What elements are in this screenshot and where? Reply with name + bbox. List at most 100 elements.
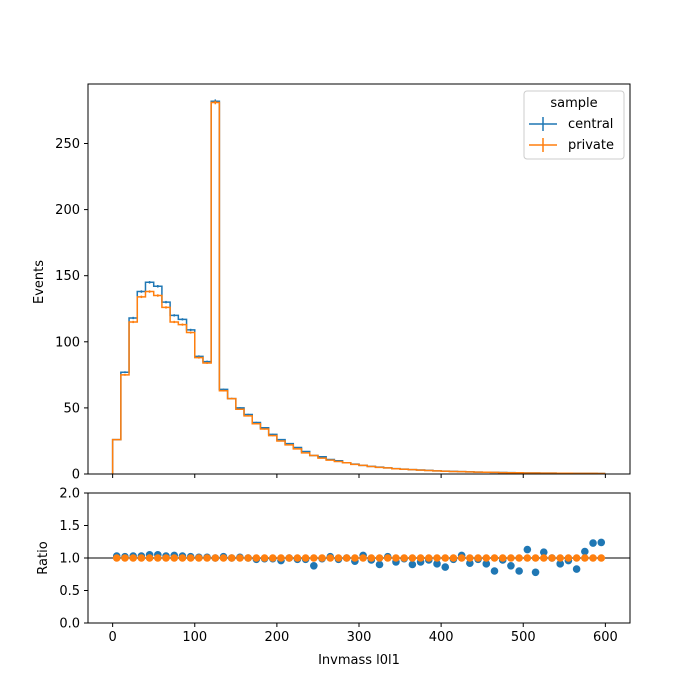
main-y-tick-label: 150 <box>55 269 80 284</box>
ratio-point-private <box>318 554 326 562</box>
ratio-point-private <box>597 554 606 562</box>
ratio-point-central <box>597 538 606 547</box>
ratio-y-tick-label: 0.0 <box>59 617 80 632</box>
ratio-point-private <box>178 554 187 562</box>
legend-title: sample <box>550 96 597 111</box>
ratio-y-axis-label: Ratio <box>36 541 51 574</box>
ratio-point-private <box>416 554 425 562</box>
legend: sample central private <box>523 90 625 160</box>
ratio-point-private <box>375 554 384 562</box>
ratio-point-private <box>466 554 474 562</box>
ratio-point-private <box>490 554 499 562</box>
ratio-point-central <box>572 565 581 573</box>
main-y-axis-label: Events <box>32 260 47 304</box>
ratio-point-private <box>260 554 269 562</box>
ratio-point-private <box>342 554 351 562</box>
ratio-point-private <box>531 554 540 562</box>
legend-entry-private: private <box>529 138 614 153</box>
ratio-point-central <box>523 545 532 554</box>
main-y-tick-label: 50 <box>63 401 80 416</box>
ratio-y-ticks: 0.0 0.5 1.0 1.5 2.0 <box>59 487 88 632</box>
x-axis-label: Invmass l0l1 <box>318 653 400 668</box>
ratio-point-private <box>326 554 335 562</box>
ratio-point-central <box>581 547 589 556</box>
ratio-panel: 0 100 200 300 400 500 600 0.0 0.5 1.0 1.5 2.0 Rati… <box>36 487 631 668</box>
ratio-point-private <box>129 554 137 562</box>
ratio-point-central <box>466 559 474 567</box>
ratio-point-private <box>556 554 564 562</box>
legend-entry-central: central <box>529 117 613 132</box>
x-tick-label: 100 <box>182 630 207 645</box>
ratio-point-private <box>523 554 532 562</box>
legend-label-central: central <box>568 117 613 132</box>
ratio-point-private <box>367 554 376 562</box>
ratio-point-private <box>515 554 523 562</box>
ratio-point-private <box>227 554 236 562</box>
ratio-point-central <box>539 548 548 556</box>
ratio-y-tick-label: 0.5 <box>59 584 80 599</box>
ratio-point-central <box>515 567 523 575</box>
x-tick-label: 600 <box>593 630 618 645</box>
ratio-point-private <box>449 554 458 562</box>
ratio-points-group <box>112 538 606 577</box>
ratio-point-central <box>531 568 540 577</box>
ratio-point-private <box>539 554 548 562</box>
ratio-point-private <box>244 554 252 562</box>
ratio-point-private <box>548 554 556 562</box>
ratio-point-private <box>186 554 195 562</box>
ratio-point-private <box>145 554 154 562</box>
ratio-point-private <box>154 554 162 562</box>
legend-label-private: private <box>568 138 614 153</box>
ratio-point-central <box>441 563 450 571</box>
ratio-point-private <box>572 554 581 562</box>
ratio-point-private <box>195 554 203 562</box>
ratio-point-private <box>425 554 433 562</box>
ratio-point-private <box>285 554 294 562</box>
ratio-y-tick-label: 2.0 <box>59 487 80 502</box>
ratio-point-central <box>375 560 384 569</box>
ratio-y-tick-label: 1.0 <box>59 552 80 567</box>
ratio-point-private <box>310 554 318 562</box>
ratio-point-private <box>474 554 482 562</box>
ratio-point-private <box>301 554 310 562</box>
ratio-point-private <box>334 554 343 562</box>
ratio-point-private <box>211 554 220 562</box>
ratio-point-private <box>170 554 179 562</box>
ratio-point-private <box>498 554 507 562</box>
ratio-point-private <box>351 554 359 562</box>
main-y-tick-label: 250 <box>55 137 80 152</box>
ratio-x-ticks: 0 100 200 300 400 500 600 <box>108 623 618 645</box>
main-y-tick-label: 200 <box>55 203 80 218</box>
ratio-point-private <box>293 554 302 562</box>
x-tick-label: 500 <box>511 630 536 645</box>
ratio-point-private <box>121 554 129 562</box>
main-x-ticks <box>112 474 606 478</box>
ratio-point-private <box>203 554 211 562</box>
ratio-point-private <box>137 554 146 562</box>
main-histogram-panel: 0 50 100 150 200 250 Events sample central pr… <box>32 83 631 483</box>
ratio-point-central <box>408 560 417 569</box>
ratio-point-private <box>268 554 277 562</box>
x-tick-label: 400 <box>429 630 454 645</box>
ratio-point-private <box>507 554 515 562</box>
ratio-point-private <box>162 554 170 562</box>
ratio-point-private <box>277 554 285 562</box>
x-tick-label: 300 <box>347 630 372 645</box>
ratio-point-private <box>252 554 261 562</box>
ratio-point-private <box>581 554 589 562</box>
ratio-point-private <box>564 554 573 562</box>
ratio-y-tick-label: 1.5 <box>59 519 80 534</box>
ratio-point-central <box>482 560 491 568</box>
ratio-point-central <box>490 567 499 575</box>
main-y-ticks: 0 50 100 150 200 250 <box>55 137 88 483</box>
ratio-point-central <box>556 560 564 568</box>
ratio-point-private <box>589 554 597 562</box>
ratio-point-central <box>589 539 597 547</box>
ratio-point-private <box>408 554 417 562</box>
histogram-series-group <box>111 99 606 475</box>
main-y-tick-label: 0 <box>72 468 80 483</box>
ratio-point-private <box>236 554 244 562</box>
ratio-point-central <box>310 562 318 570</box>
ratio-point-private <box>457 554 466 562</box>
